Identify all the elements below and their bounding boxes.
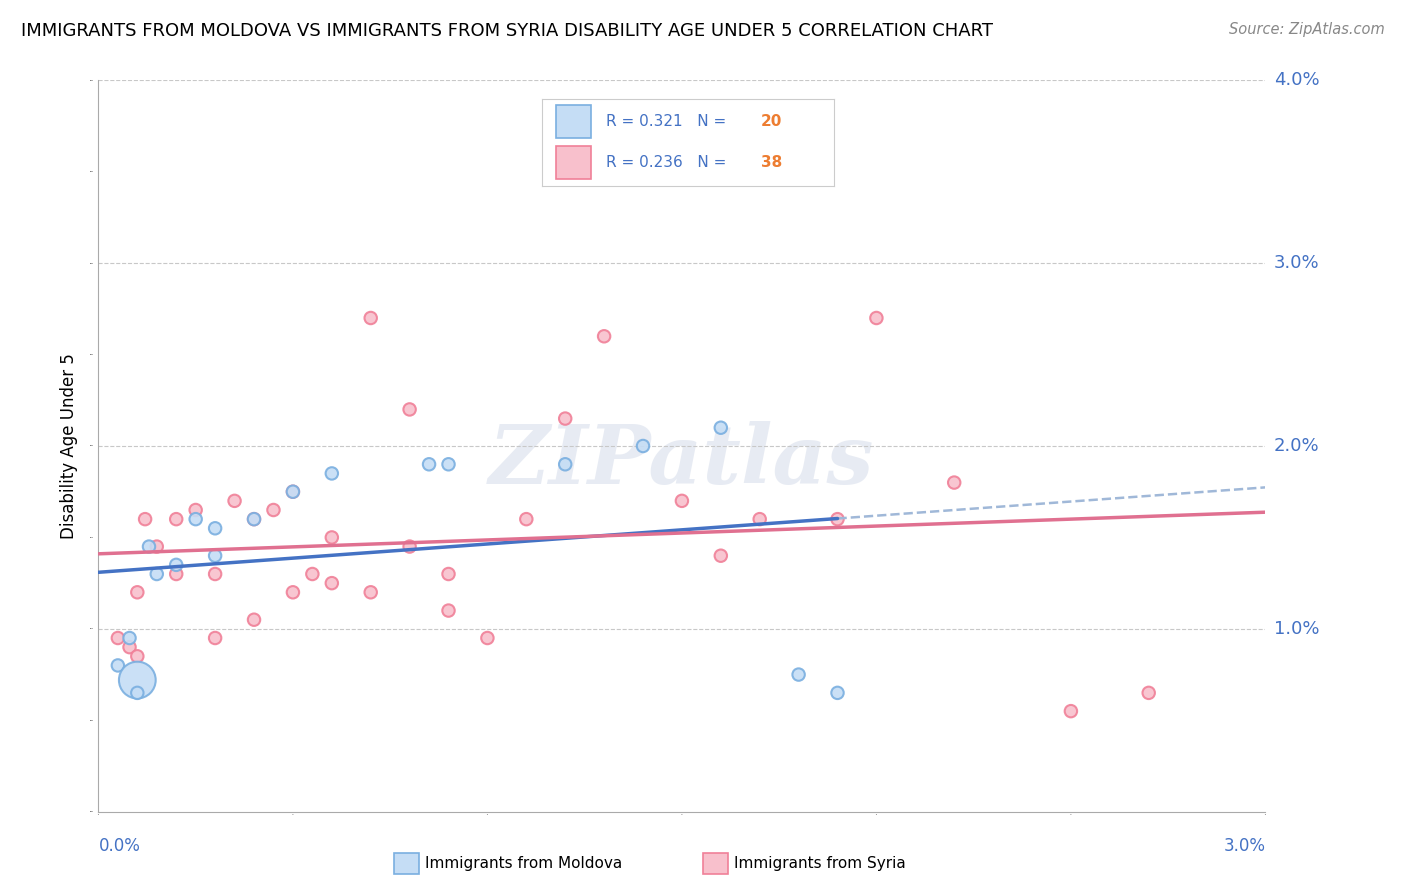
Text: IMMIGRANTS FROM MOLDOVA VS IMMIGRANTS FROM SYRIA DISABILITY AGE UNDER 5 CORRELAT: IMMIGRANTS FROM MOLDOVA VS IMMIGRANTS FR… — [21, 22, 993, 40]
Point — [301, 567, 323, 582]
Point — [224, 494, 246, 508]
Point — [1060, 704, 1083, 718]
Text: 4.0%: 4.0% — [1274, 71, 1319, 89]
Point — [477, 631, 499, 645]
Point — [243, 512, 266, 526]
Point — [437, 604, 460, 618]
Text: Immigrants from Syria: Immigrants from Syria — [734, 856, 905, 871]
Point — [360, 585, 382, 599]
Point — [281, 585, 304, 599]
Text: 3.0%: 3.0% — [1223, 837, 1265, 855]
Point — [204, 631, 226, 645]
Point — [418, 458, 440, 472]
Point — [107, 658, 129, 673]
Point — [1137, 686, 1160, 700]
Point — [865, 311, 887, 326]
Point — [134, 512, 156, 526]
Point — [360, 311, 382, 326]
Point — [593, 329, 616, 343]
Point — [243, 613, 266, 627]
Text: Source: ZipAtlas.com: Source: ZipAtlas.com — [1229, 22, 1385, 37]
Point — [262, 503, 284, 517]
Point — [204, 567, 226, 582]
Point — [398, 402, 420, 417]
Y-axis label: Disability Age Under 5: Disability Age Under 5 — [60, 353, 79, 539]
Point — [118, 631, 141, 645]
Text: ZIPatlas: ZIPatlas — [489, 421, 875, 500]
Point — [243, 512, 266, 526]
Point — [321, 576, 343, 591]
Point — [631, 439, 654, 453]
Point — [437, 567, 460, 582]
Text: 1.0%: 1.0% — [1274, 620, 1319, 638]
Point — [943, 475, 966, 490]
Point — [398, 540, 420, 554]
Point — [554, 411, 576, 425]
Point — [184, 503, 207, 517]
Point — [184, 512, 207, 526]
Point — [107, 631, 129, 645]
Point — [127, 673, 149, 687]
Point — [138, 540, 160, 554]
Text: 3.0%: 3.0% — [1274, 254, 1319, 272]
Point — [321, 530, 343, 544]
Point — [127, 585, 149, 599]
Point — [281, 484, 304, 499]
Point — [671, 494, 693, 508]
Point — [827, 686, 849, 700]
Point — [748, 512, 770, 526]
Point — [515, 512, 537, 526]
Point — [204, 549, 226, 563]
Point — [127, 649, 149, 664]
Point — [554, 458, 576, 472]
Point — [281, 484, 304, 499]
Point — [146, 540, 169, 554]
Text: 0.0%: 0.0% — [98, 837, 141, 855]
Point — [118, 640, 141, 655]
Point — [204, 521, 226, 535]
Point — [710, 421, 733, 435]
Point — [787, 667, 810, 681]
Point — [710, 549, 733, 563]
Text: Immigrants from Moldova: Immigrants from Moldova — [425, 856, 621, 871]
Point — [827, 512, 849, 526]
Point — [127, 686, 149, 700]
Text: 2.0%: 2.0% — [1274, 437, 1319, 455]
Point — [165, 558, 187, 572]
Point — [146, 567, 169, 582]
Point — [321, 467, 343, 481]
Point — [165, 567, 187, 582]
Point — [437, 458, 460, 472]
Point — [165, 512, 187, 526]
